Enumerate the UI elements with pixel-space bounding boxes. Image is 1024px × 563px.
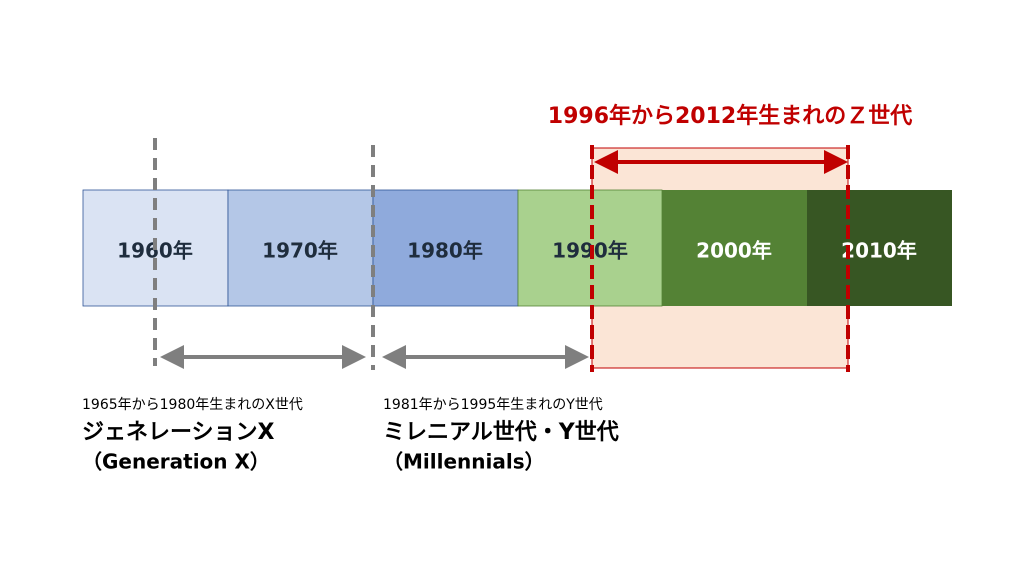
decade-bar: 1960年 1970年 1980年 1990年 2000年 2010年	[82, 189, 952, 307]
gen-x-range: 1965年から1980年生まれのX世代	[82, 397, 303, 413]
gen-x-english: （Generation X）	[82, 450, 270, 474]
decade-label: 2000年	[696, 239, 772, 263]
decade-box	[372, 189, 519, 307]
gen-y-range: 1981年から1995年生まれのY世代	[383, 397, 603, 413]
decade-box	[662, 190, 807, 306]
decade-label: 1980年	[407, 239, 483, 263]
gen-z-label: 1996年から2012年生まれのＺ世代	[548, 103, 912, 129]
decade-label: 1970年	[262, 239, 338, 263]
gen-y-english: （Millennials）	[383, 450, 545, 474]
decade-box	[227, 189, 374, 307]
decade-label: 2010年	[841, 239, 917, 263]
gen-y-name: ミレニアル世代・Y世代	[383, 420, 619, 445]
gen-x-name: ジェネレーションX	[82, 420, 275, 445]
decade-box	[807, 190, 952, 306]
